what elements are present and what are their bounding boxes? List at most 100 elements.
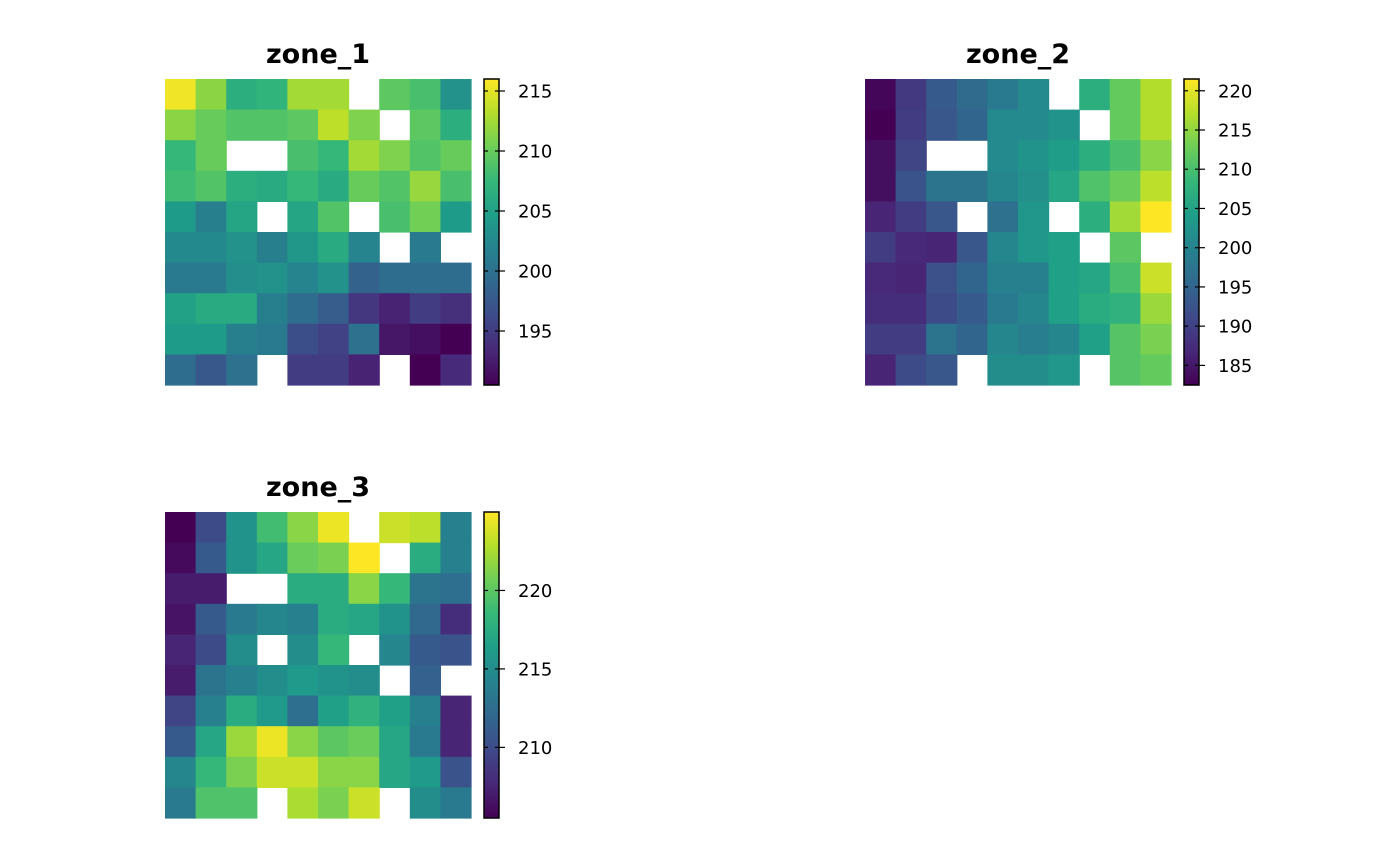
raster-cell	[926, 201, 958, 233]
raster-cell	[256, 756, 288, 788]
raster-cell	[165, 323, 197, 355]
raster-cell	[348, 109, 380, 141]
colorbar-tick-label: 190	[1218, 317, 1252, 338]
raster-cell	[926, 293, 958, 325]
raster-cell	[1018, 323, 1050, 355]
raster-cell	[256, 512, 288, 544]
raster-cell	[1079, 323, 1111, 355]
raster-cell	[1140, 354, 1172, 386]
raster-cell	[987, 140, 1019, 172]
raster-cell	[226, 512, 258, 544]
panel-title: zone_2	[966, 39, 1070, 70]
raster-cell	[1140, 170, 1172, 202]
raster-cell	[318, 573, 350, 605]
raster-cell	[287, 323, 319, 355]
raster-cell	[895, 140, 927, 172]
raster-cell	[287, 787, 319, 819]
raster-cell	[409, 323, 441, 355]
colorbar-tick-label: 200	[518, 262, 552, 283]
raster-cell	[1079, 262, 1111, 294]
raster-cell	[926, 109, 958, 141]
panel-title: zone_3	[266, 472, 370, 503]
raster-cell	[318, 542, 350, 574]
raster-cell	[1140, 79, 1172, 111]
raster-cell	[1079, 79, 1111, 111]
raster-cell	[379, 293, 411, 325]
raster-cell	[409, 603, 441, 635]
raster-cell	[226, 262, 258, 294]
raster-cell	[256, 695, 288, 727]
raster-cell	[165, 573, 197, 605]
raster-cell	[1018, 109, 1050, 141]
raster-cell	[379, 726, 411, 758]
raster-cell	[440, 354, 472, 386]
raster-cell	[1048, 354, 1080, 386]
raster-cell	[195, 109, 227, 141]
raster-cell	[287, 726, 319, 758]
raster-cell	[409, 79, 441, 111]
raster-cell	[318, 726, 350, 758]
raster-cell	[409, 232, 441, 264]
raster-cell	[865, 109, 897, 141]
raster-cell	[440, 79, 472, 111]
raster-cell	[195, 542, 227, 574]
raster-cell	[318, 323, 350, 355]
colorbar-tick-label: 195	[518, 322, 552, 343]
raster-cell	[226, 79, 258, 111]
raster-cell	[318, 695, 350, 727]
colorbar-tick-label: 200	[1218, 238, 1252, 259]
raster-cell	[1048, 293, 1080, 325]
raster-cell	[226, 787, 258, 819]
raster-cell	[1048, 232, 1080, 264]
raster-cell	[165, 665, 197, 697]
raster-cell	[895, 232, 927, 264]
colorbar-tick-label: 210	[518, 142, 552, 163]
raster-cell	[409, 201, 441, 233]
raster-cell	[409, 512, 441, 544]
raster-cell	[1079, 293, 1111, 325]
raster-cell	[409, 634, 441, 666]
colorbar-tick-label: 215	[518, 82, 552, 103]
colorbar-tick-label: 215	[1218, 121, 1252, 142]
raster-cell	[440, 201, 472, 233]
colorbar-tick-label: 215	[518, 659, 552, 680]
raster-cell	[348, 140, 380, 172]
raster-cell	[379, 79, 411, 111]
raster-cell	[195, 170, 227, 202]
colorbar-tick-label: 195	[1218, 277, 1252, 298]
colorbar	[483, 78, 500, 386]
raster-cell	[1079, 201, 1111, 233]
raster-cell	[226, 232, 258, 264]
raster-cell	[926, 79, 958, 111]
raster-cell	[409, 542, 441, 574]
raster-cell	[348, 170, 380, 202]
raster-cell	[318, 665, 350, 697]
colorbar-tick-label: 220	[1218, 81, 1252, 102]
raster-cell	[409, 695, 441, 727]
raster-cell	[440, 573, 472, 605]
raster-cell	[1140, 140, 1172, 172]
raster-cell	[287, 201, 319, 233]
raster-cell	[165, 603, 197, 635]
raster-cell	[165, 695, 197, 727]
raster-cell	[379, 323, 411, 355]
raster-cell	[195, 140, 227, 172]
raster-cell	[987, 323, 1019, 355]
raster-cell	[1048, 140, 1080, 172]
raster-cell	[195, 262, 227, 294]
panel-zone-3: zone_3 220 215 210	[165, 472, 552, 819]
raster-cell	[348, 726, 380, 758]
raster-cell	[865, 79, 897, 111]
raster-cell	[409, 726, 441, 758]
raster-cell	[318, 201, 350, 233]
raster-cell	[440, 634, 472, 666]
raster-cell	[256, 109, 288, 141]
raster-cell	[865, 354, 897, 386]
raster-cell	[348, 262, 380, 294]
raster-cell	[165, 79, 197, 111]
raster-cell	[865, 293, 897, 325]
raster-cell	[165, 170, 197, 202]
raster-cell	[165, 756, 197, 788]
raster-cell	[256, 665, 288, 697]
raster-cell	[226, 170, 258, 202]
